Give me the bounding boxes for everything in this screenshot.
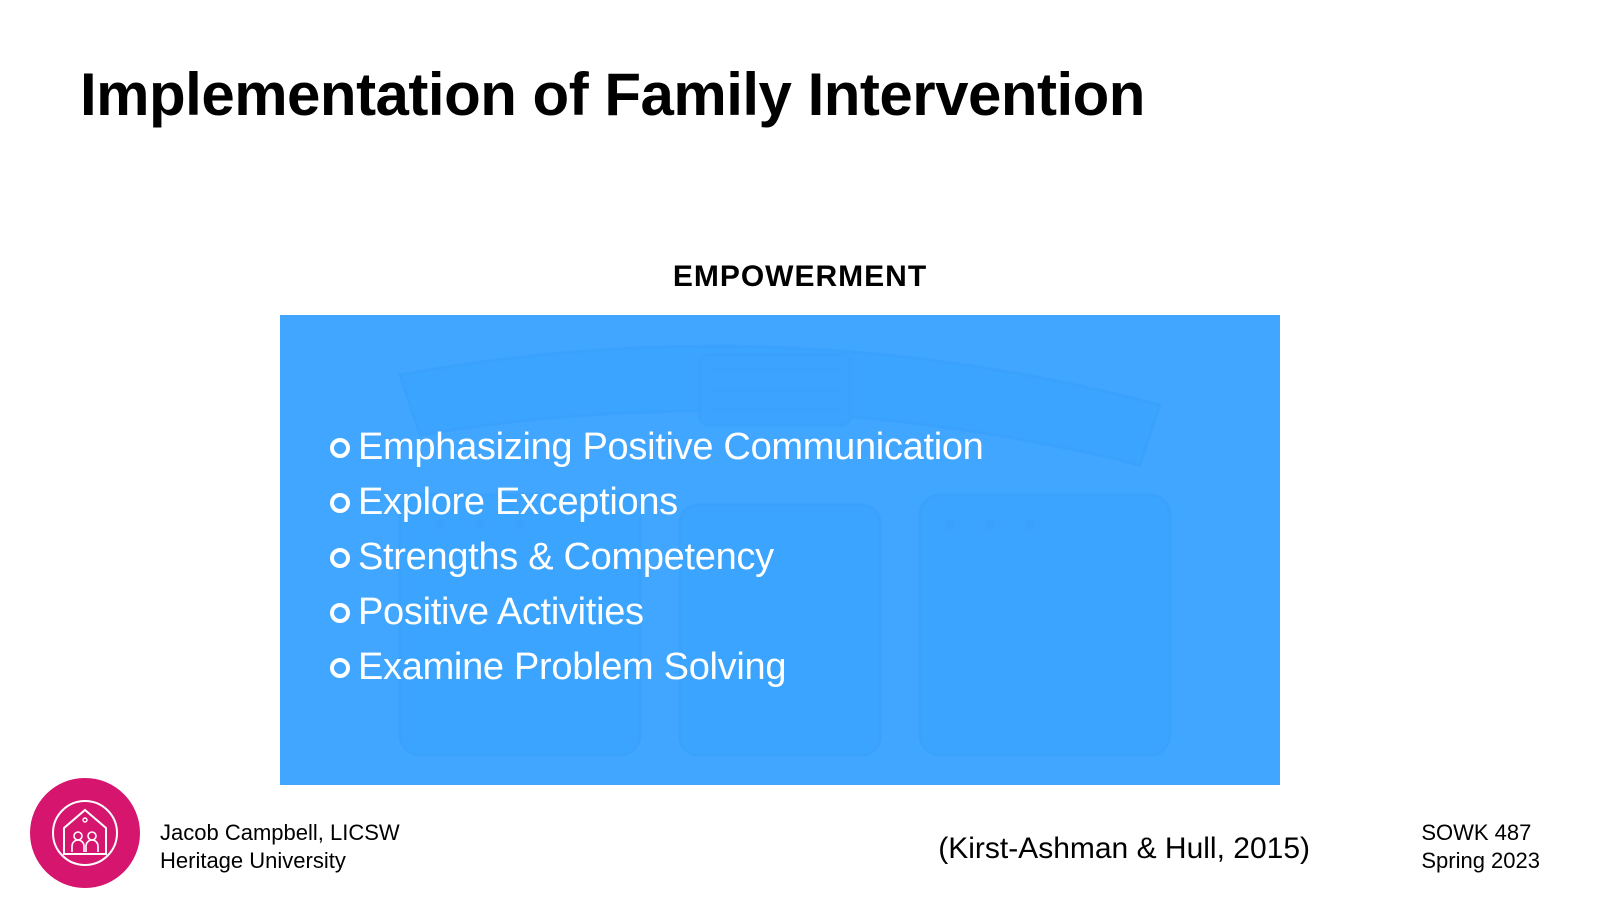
bullet-text: Examine Problem Solving (358, 640, 786, 695)
bullet-text: Emphasizing Positive Communication (358, 420, 984, 475)
list-item: Positive Activities (330, 585, 1250, 640)
bullet-marker-icon (330, 658, 350, 678)
list-item: Examine Problem Solving (330, 640, 1250, 695)
slide-subtitle: EMPOWERMENT (0, 260, 1600, 294)
list-item: Explore Exceptions (330, 475, 1250, 530)
slide: Implementation of Family Intervention EM… (0, 0, 1600, 900)
author-name: Jacob Campbell, LICSW (160, 819, 400, 848)
list-item: Emphasizing Positive Communication (330, 420, 1250, 475)
bullet-text: Positive Activities (358, 585, 644, 640)
bullet-marker-icon (330, 438, 350, 458)
bullet-list: Emphasizing Positive Communication Explo… (330, 420, 1250, 695)
slide-title: Implementation of Family Intervention (80, 60, 1145, 129)
bullet-marker-icon (330, 493, 350, 513)
bullet-text: Explore Exceptions (358, 475, 678, 530)
course-code: SOWK 487 (1421, 819, 1540, 848)
house-family-icon (50, 798, 120, 868)
footer-course-block: SOWK 487 Spring 2023 (1421, 819, 1540, 876)
institution-name: Heritage University (160, 847, 400, 876)
institution-logo (30, 778, 140, 888)
bullet-text: Strengths & Competency (358, 530, 774, 585)
course-term: Spring 2023 (1421, 847, 1540, 876)
footer-author-block: Jacob Campbell, LICSW Heritage Universit… (160, 819, 400, 876)
bullet-marker-icon (330, 603, 350, 623)
footer-citation: (Kirst-Ashman & Hull, 2015) (938, 832, 1310, 866)
bullet-marker-icon (330, 548, 350, 568)
list-item: Strengths & Competency (330, 530, 1250, 585)
logo-circle (30, 778, 140, 888)
